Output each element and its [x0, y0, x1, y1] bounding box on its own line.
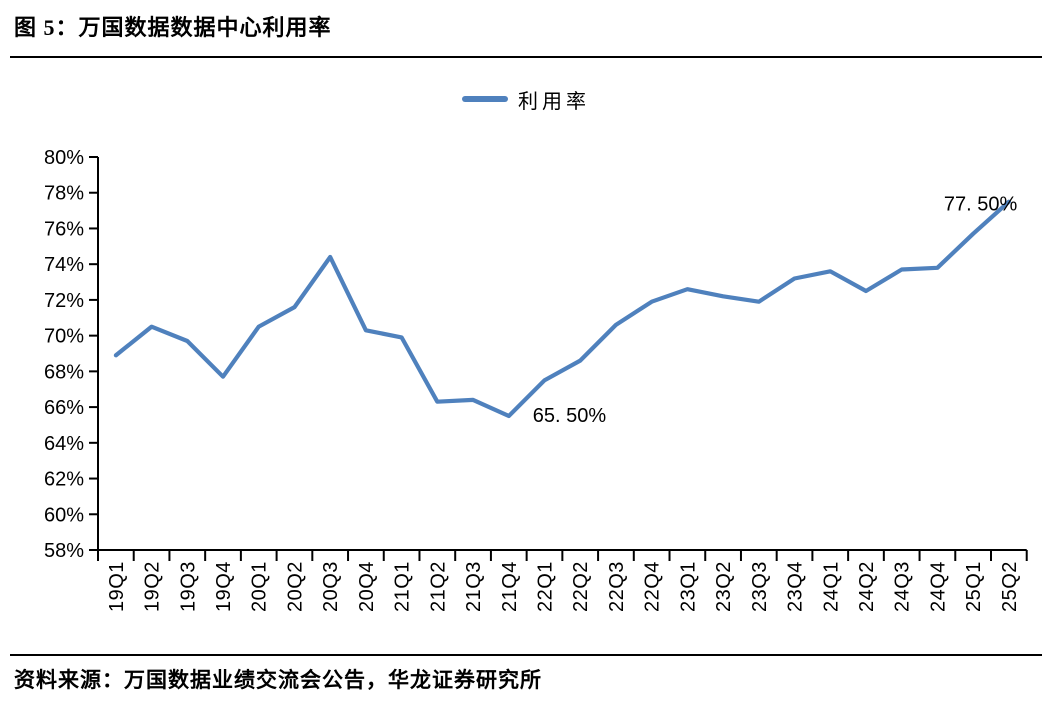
x-axis-tick-label: 19Q4 — [213, 561, 235, 612]
x-axis-tick-label: 21Q2 — [427, 561, 449, 612]
x-axis-tick-label: 24Q1 — [820, 561, 842, 612]
x-axis-tick-label: 21Q4 — [499, 561, 521, 612]
source-note: 资料来源：万国数据业绩交流会公告，华龙证券研究所 — [14, 668, 542, 692]
y-axis-tick-label: 68% — [44, 361, 84, 383]
x-axis-tick-label: 22Q3 — [606, 561, 628, 612]
x-axis-tick-label: 23Q4 — [785, 561, 807, 612]
x-axis-tick-label: 25Q1 — [963, 561, 985, 612]
y-axis-tick-label: 62% — [44, 469, 84, 491]
x-axis-tick-label: 20Q3 — [320, 561, 342, 612]
x-axis-tick-label: 22Q1 — [535, 561, 557, 612]
x-axis-tick-label: 22Q4 — [642, 561, 664, 612]
x-axis-tick-label: 19Q2 — [142, 561, 164, 612]
x-axis-tick-label: 21Q1 — [392, 561, 414, 612]
utilization-line-chart: 58% 60% 62% 64% 66% 68% 70% 72% 74% 76% 78% 80% 19Q1… — [44, 147, 1028, 612]
y-axis-tick-label: 72% — [44, 290, 84, 312]
x-axis-tick-label: 24Q4 — [927, 561, 949, 612]
x-axis-tick-label: 19Q3 — [177, 561, 199, 612]
y-axis-tick-label: 58% — [44, 540, 84, 562]
y-axis-tick-label: 76% — [44, 218, 84, 240]
x-axis-tick-label: 24Q3 — [892, 561, 914, 612]
utilization-data-line — [113, 199, 1012, 419]
x-axis-tick-label: 22Q2 — [570, 561, 592, 612]
y-axis-tick-label: 74% — [44, 254, 84, 276]
data-point-label: 65. 50% — [533, 405, 607, 427]
legend-line-swatch — [462, 96, 508, 102]
data-point-label: 77. 50% — [944, 194, 1018, 216]
bottom-divider — [10, 654, 1042, 656]
x-axis-tick-label: 20Q1 — [249, 561, 271, 612]
top-divider — [10, 56, 1042, 58]
y-axis-tick-label: 78% — [44, 183, 84, 205]
x-axis-tick-label: 24Q2 — [856, 561, 878, 612]
legend: 利用率 — [0, 84, 1052, 114]
x-axis-tick-label: 23Q1 — [677, 561, 699, 612]
y-axis-tick-label: 66% — [44, 397, 84, 419]
y-axis-tick-label: 60% — [44, 504, 84, 526]
x-axis-tick-label: 25Q2 — [999, 561, 1021, 612]
x-axis-tick-label: 23Q2 — [713, 561, 735, 612]
figure-title: 图 5：万国数据数据中心利用率 — [14, 15, 332, 40]
x-axis-tick-label: 21Q3 — [463, 561, 485, 612]
y-axis-tick-label: 80% — [44, 147, 84, 169]
x-axis-tick-label: 19Q1 — [106, 561, 128, 612]
y-axis-tick-label: 64% — [44, 433, 84, 455]
x-axis-tick-label: 20Q2 — [284, 561, 306, 612]
x-axis-tick-label: 23Q3 — [749, 561, 771, 612]
legend-series-label: 利用率 — [518, 90, 590, 113]
y-axis-tick-label: 70% — [44, 326, 84, 348]
x-axis-tick-label: 20Q4 — [356, 561, 378, 612]
